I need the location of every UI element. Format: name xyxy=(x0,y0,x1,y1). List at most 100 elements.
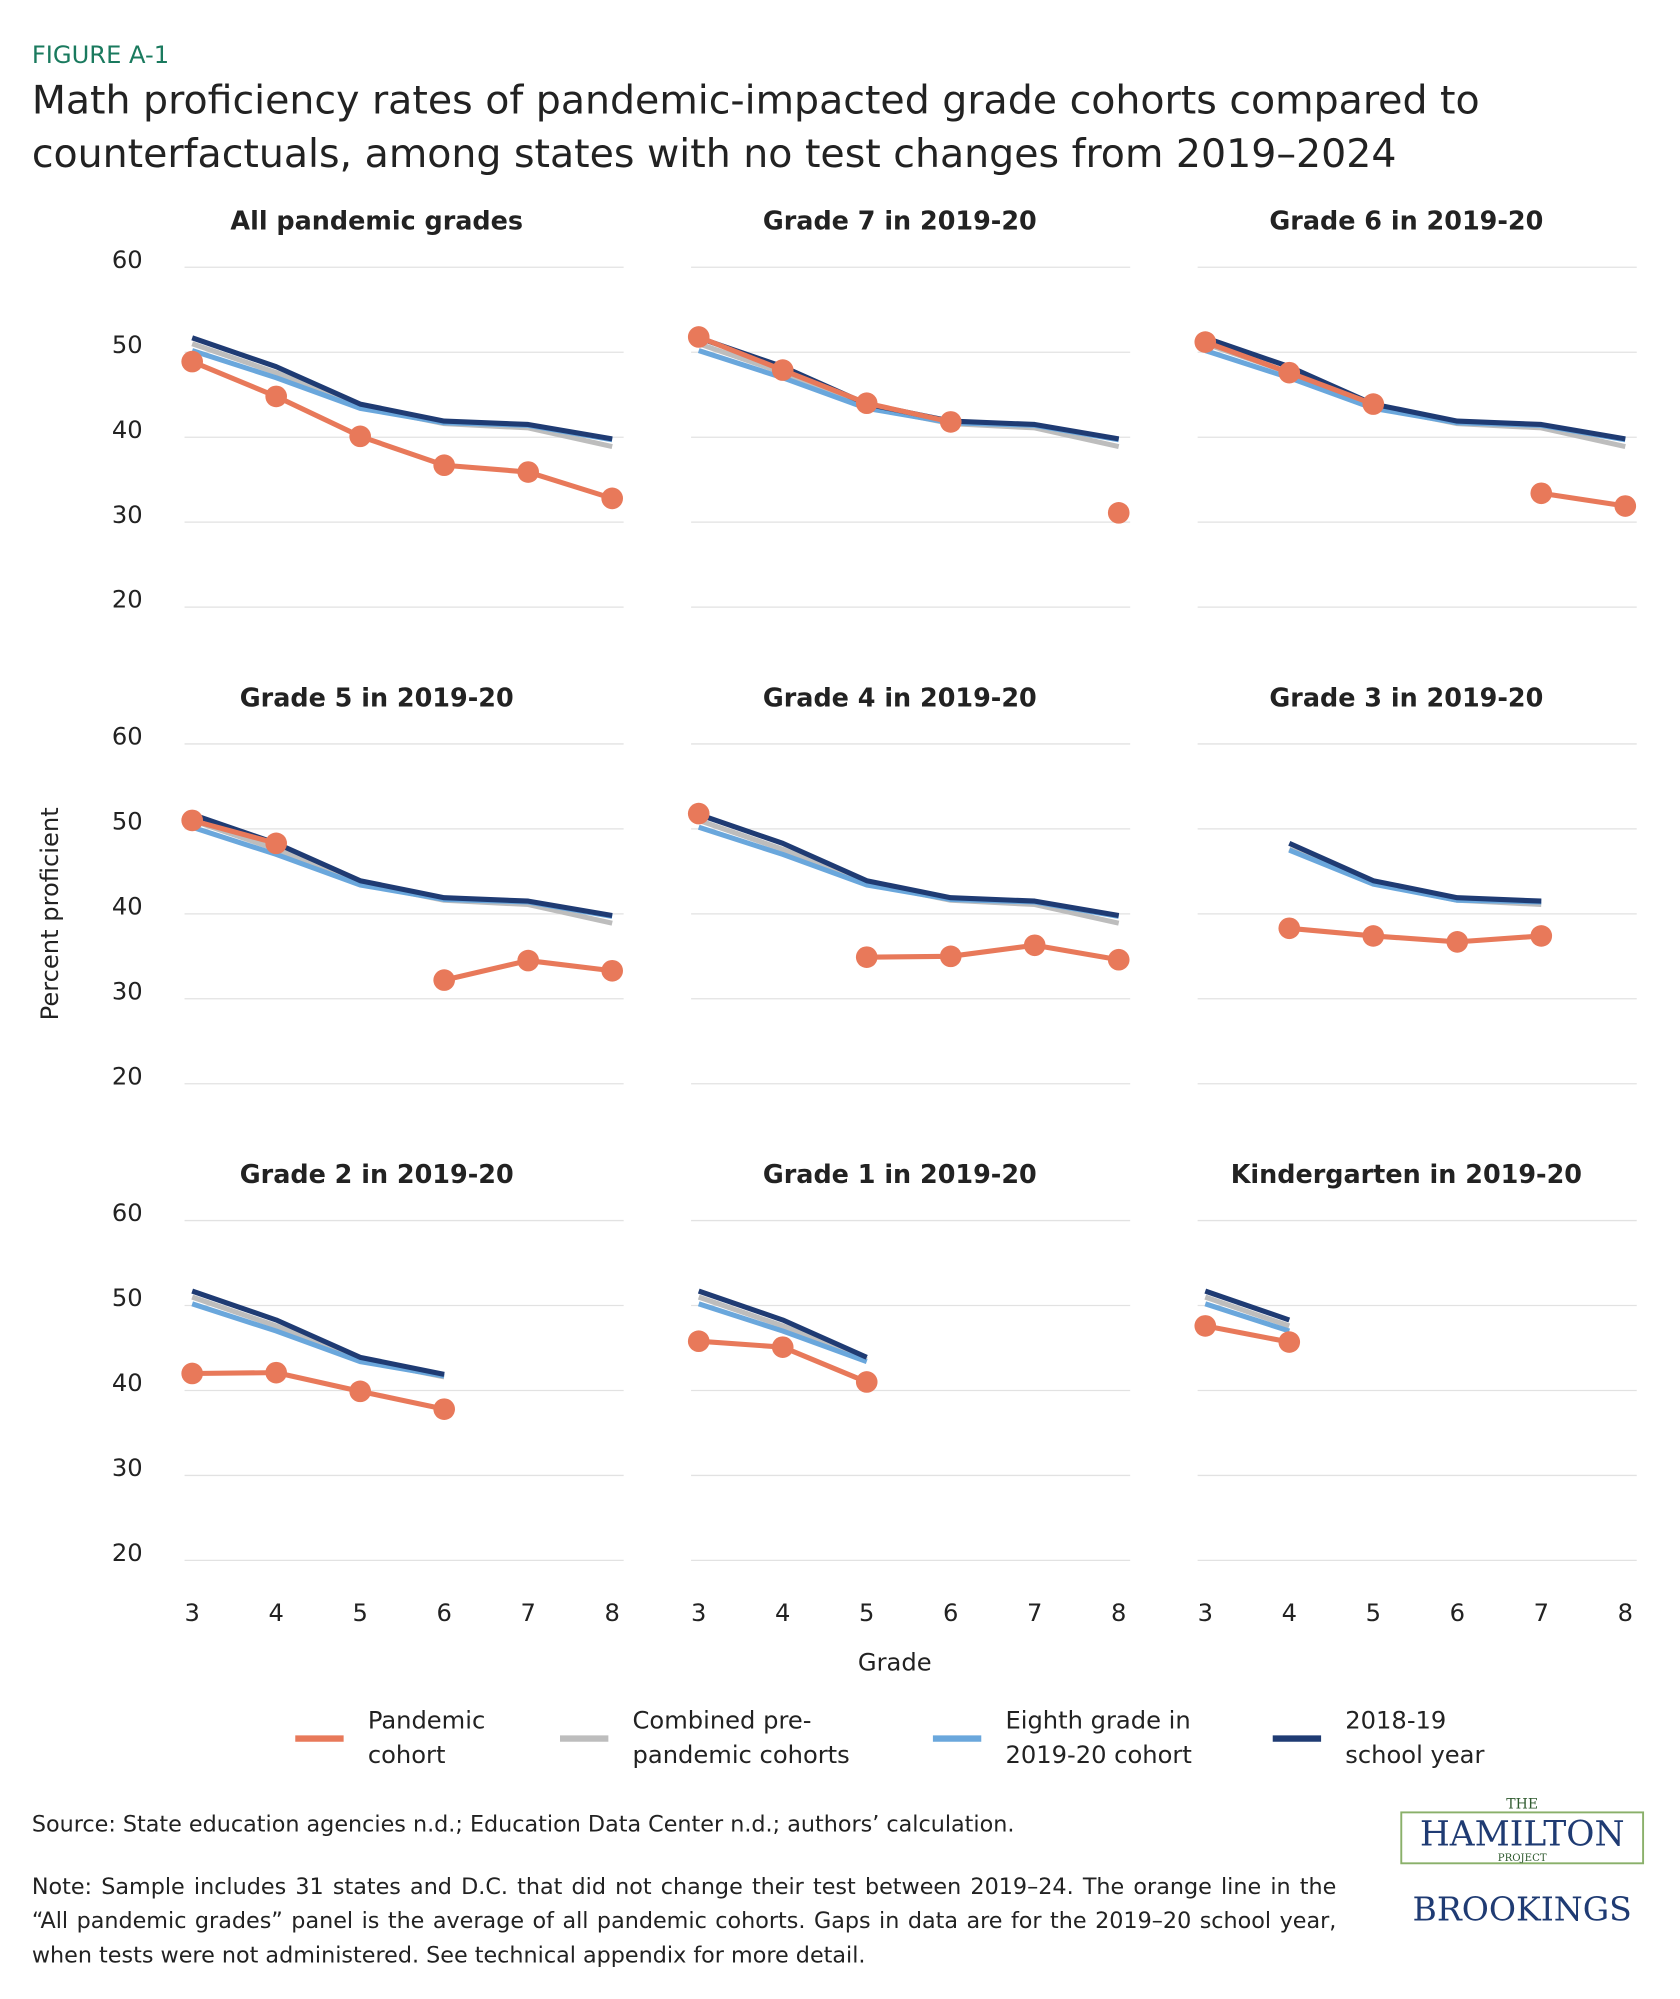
data-point xyxy=(687,326,710,348)
data-point xyxy=(517,949,539,972)
data-point xyxy=(601,487,623,510)
x-tick-label: 3 xyxy=(691,1599,706,1627)
data-point xyxy=(1278,917,1301,940)
figure-label: FIGURE A-1 xyxy=(32,41,169,69)
series-line xyxy=(699,337,1119,513)
series-line xyxy=(192,1370,445,1412)
y-axis-label: Percent proficient xyxy=(36,807,64,1020)
data-point xyxy=(265,832,287,855)
y-tick-label: 30 xyxy=(112,977,143,1005)
legend-label: 2018-19 school year xyxy=(1345,1706,1485,1770)
y-tick-label: 30 xyxy=(112,1454,143,1482)
legend-label: Eighth grade in 2019-20 cohort xyxy=(1005,1706,1192,1770)
hamilton-logo: THE HAMILTON PROJECT BROOKINGS xyxy=(1400,1797,1645,1929)
series-line xyxy=(697,1294,868,1363)
x-tick-label: 7 xyxy=(1534,1599,1549,1627)
source-box: Source: State education agencies n.d.; E… xyxy=(31,1812,1015,1838)
panel-title: Grade 1 in 2019-20 xyxy=(763,1160,1037,1190)
panel-title: Kindergarten in 2019-20 xyxy=(1231,1160,1582,1190)
x-tick-label: 8 xyxy=(1618,1599,1633,1627)
data-point xyxy=(1362,393,1385,415)
source: Source: State education agencies n.d.; E… xyxy=(31,1812,1015,1838)
chart-title: Math proficiency rates of pandemic-impac… xyxy=(31,77,1480,177)
x-axis-label: Grade xyxy=(858,1648,932,1676)
series-line xyxy=(697,335,1120,442)
series-line xyxy=(191,359,613,501)
data-point xyxy=(349,425,371,448)
panel-title: Grade 3 in 2019-20 xyxy=(1269,683,1543,713)
x-tick-label: 4 xyxy=(775,1599,790,1627)
x-tick-label: 8 xyxy=(604,1599,619,1627)
data-point xyxy=(433,454,455,477)
data-point xyxy=(349,1380,371,1403)
y-tick-label: 50 xyxy=(112,808,143,836)
x-tick-label: 3 xyxy=(1198,1599,1213,1627)
series-line xyxy=(1204,1288,1291,1323)
series-line xyxy=(866,942,1120,963)
series-line xyxy=(191,1288,445,1377)
series-line xyxy=(1288,841,1542,904)
panel-title: Grade 6 in 2019-20 xyxy=(1269,207,1543,237)
series-line xyxy=(1204,335,1626,442)
legend-box: Eighth grade in 2019-20 cohort xyxy=(1005,1706,1192,1770)
legend-label: Pandemic cohort xyxy=(367,1706,486,1770)
y-tick-label: 60 xyxy=(112,1199,143,1227)
data-point xyxy=(771,1336,794,1358)
y-tick-label: 30 xyxy=(112,501,143,529)
series-line xyxy=(191,335,613,442)
panel-title: Grade 4 in 2019-20 xyxy=(763,683,1037,713)
y-tick-label: 20 xyxy=(112,1539,143,1567)
legend-label: Combined pre-pandemic cohorts xyxy=(632,1706,850,1770)
y-tick-label: 40 xyxy=(112,1369,143,1397)
logo-text: HAMILTON xyxy=(1420,1815,1625,1855)
y-tick-label: 60 xyxy=(112,723,143,751)
data-point xyxy=(1023,934,1046,957)
series-line xyxy=(191,1301,445,1379)
x-tick-label: 7 xyxy=(1027,1599,1042,1627)
series-line xyxy=(1204,339,1626,509)
legend-box: Combined pre-pandemic cohorts xyxy=(632,1706,850,1770)
y-tick-label: 40 xyxy=(112,892,143,920)
x-tick-label: 4 xyxy=(268,1599,283,1627)
data-point xyxy=(1446,931,1469,953)
logo-frame xyxy=(1400,1811,1645,1865)
series-line xyxy=(1204,1301,1291,1334)
data-point xyxy=(1614,495,1637,517)
data-point xyxy=(771,359,794,381)
data-point xyxy=(1278,361,1301,384)
series-line xyxy=(191,812,613,919)
data-point xyxy=(1530,925,1553,947)
data-point xyxy=(1194,331,1217,353)
data-point xyxy=(265,1361,287,1384)
title-box: Math proficiency rates of pandemic-impac… xyxy=(31,77,1480,177)
series-line xyxy=(697,1288,868,1360)
panel-title: Grade 5 in 2019-20 xyxy=(240,683,514,713)
data-point xyxy=(855,946,878,968)
x-tick-label: 6 xyxy=(1450,1599,1465,1627)
x-tick-label: 5 xyxy=(859,1599,874,1627)
data-point xyxy=(939,411,962,433)
data-point xyxy=(1362,925,1385,947)
legend-box: Pandemic cohort xyxy=(367,1706,486,1770)
data-point xyxy=(855,392,878,415)
data-point xyxy=(601,959,623,982)
legend-box: 2018-19 school year xyxy=(1345,1706,1485,1770)
y-tick-label: 60 xyxy=(112,246,143,274)
x-tick-label: 7 xyxy=(520,1599,535,1627)
data-point xyxy=(1194,1315,1217,1337)
series-line xyxy=(697,812,1120,919)
data-point xyxy=(181,1362,203,1385)
data-point xyxy=(265,385,287,408)
data-point xyxy=(939,945,962,968)
y-tick-label: 50 xyxy=(112,331,143,359)
series-line xyxy=(1204,1294,1291,1329)
x-tick-label: 3 xyxy=(184,1599,199,1627)
data-point xyxy=(181,350,203,373)
data-point xyxy=(1107,948,1130,971)
x-tick-label: 6 xyxy=(943,1599,958,1627)
logo-text: THE xyxy=(1506,1797,1538,1813)
x-tick-label: 5 xyxy=(1366,1599,1381,1627)
panel-title: Grade 2 in 2019-20 xyxy=(240,1160,514,1190)
